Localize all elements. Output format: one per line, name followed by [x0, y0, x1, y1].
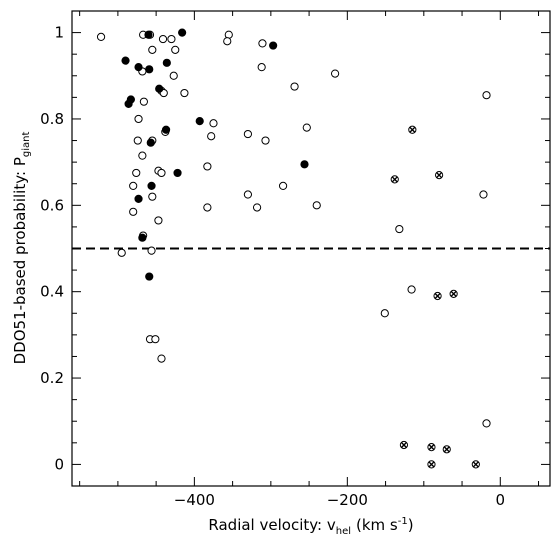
circled-x-point [449, 289, 458, 298]
open-circle-point [302, 123, 311, 132]
circled-x-point [427, 460, 436, 469]
open-circle-point [243, 129, 253, 139]
circled-x-point [390, 175, 399, 184]
open-circle-point [407, 285, 416, 294]
circled-x-point [435, 170, 444, 180]
filled-circle-point [195, 117, 204, 126]
open-circle-point [96, 32, 106, 42]
open-circle-point [482, 91, 491, 100]
circled-x-point [471, 460, 480, 469]
x-tick-label: −400 [174, 491, 215, 509]
circled-x-point [399, 440, 409, 450]
x-tick-labels: −400 −200 0 [174, 491, 505, 509]
y-tick-label: 0 [54, 455, 64, 473]
open-circle-point [380, 309, 389, 318]
y-axis-title-subscript: giant [21, 132, 32, 158]
open-circle-point [395, 224, 404, 234]
open-circle-point [257, 63, 266, 72]
open-circle-point [147, 246, 156, 255]
filled-circle-point [138, 233, 147, 242]
filled-circle-point [155, 84, 164, 93]
open-circle-point [261, 136, 270, 145]
filled-circle-point [134, 63, 143, 72]
open-circle-point [133, 136, 142, 145]
open-circle-point [139, 97, 148, 106]
filled-circle-point [300, 160, 309, 169]
x-tick-label: −200 [327, 491, 368, 509]
open-circle-point [129, 181, 138, 190]
open-circle-point [148, 192, 157, 201]
open-circle-point [148, 45, 157, 54]
open-circle-point [252, 203, 262, 212]
open-circle-point [138, 151, 147, 160]
x-axis-title-unit: (km s [356, 516, 398, 534]
open-circle-point [290, 82, 299, 91]
filled-circle-point [146, 138, 155, 147]
filled-circle-point [145, 65, 154, 74]
circled-x-point [408, 125, 417, 134]
open-circle-point [171, 45, 180, 54]
x-axis-title-unit-superscript: -1 [398, 516, 408, 527]
x-axis-title-subscript: hel [336, 526, 351, 537]
open-circle-point [243, 190, 253, 199]
open-circle-point [169, 71, 178, 80]
open-circle-point [258, 39, 267, 48]
open-circle-point [157, 168, 166, 178]
open-circle-point [479, 190, 488, 199]
open-circle-point [167, 34, 176, 44]
circled-x-point [433, 291, 442, 301]
open-circle-point [203, 162, 212, 171]
open-circle-point [158, 34, 168, 44]
circled-x-point [442, 445, 451, 454]
x-tick-label: 0 [496, 491, 506, 509]
open-circle-point [223, 37, 232, 46]
y-tick-label: 0.8 [40, 110, 64, 128]
open-circle-point [154, 216, 163, 225]
open-circle-point [157, 354, 166, 363]
open-circle-point [312, 201, 321, 210]
y-axis-title-main: DDO51-based probability: P [11, 157, 29, 364]
filled-circle-point [121, 56, 130, 65]
filled-circle-point [144, 30, 153, 39]
open-circle-point [330, 69, 340, 78]
y-tick-label: 0.6 [40, 196, 64, 214]
x-axis-title-close: ) [408, 516, 414, 534]
data-points [96, 28, 491, 469]
y-tick-labels: 0 0.2 0.4 0.6 0.8 1 [40, 24, 64, 474]
y-tick-label: 1 [54, 24, 64, 42]
open-circle-point [203, 203, 212, 212]
filled-circle-point [147, 181, 156, 190]
axis-ticks [72, 10, 550, 487]
filled-circle-point [173, 168, 182, 178]
open-circle-point [209, 119, 218, 128]
filled-circle-point [269, 41, 278, 50]
open-circle-point [132, 168, 141, 178]
open-circle-point [278, 181, 288, 190]
open-circle-point [207, 132, 216, 141]
open-circle-point [180, 88, 189, 98]
filled-circle-point [178, 28, 187, 37]
y-axis-title: DDO51-based probability: Pgiant [11, 132, 32, 365]
filled-circle-point [162, 58, 171, 67]
filled-circle-point [145, 272, 154, 281]
open-circle-point [151, 335, 160, 344]
open-circle-point [482, 419, 491, 428]
filled-circle-point [161, 125, 171, 134]
filled-circle-point [124, 99, 133, 108]
filled-circle-point [134, 194, 143, 203]
y-tick-label: 0.2 [40, 369, 64, 387]
open-circle-point [129, 207, 138, 216]
y-tick-label: 0.4 [40, 283, 64, 301]
circled-x-point [427, 443, 436, 452]
x-axis-title: Radial velocity: vhel (km s-1) [208, 516, 413, 537]
open-circle-point [134, 114, 143, 124]
x-axis-title-main: Radial velocity: v [208, 516, 335, 534]
open-circle-point [117, 248, 126, 257]
